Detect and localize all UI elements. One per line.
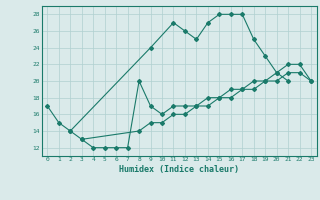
X-axis label: Humidex (Indice chaleur): Humidex (Indice chaleur) <box>119 165 239 174</box>
